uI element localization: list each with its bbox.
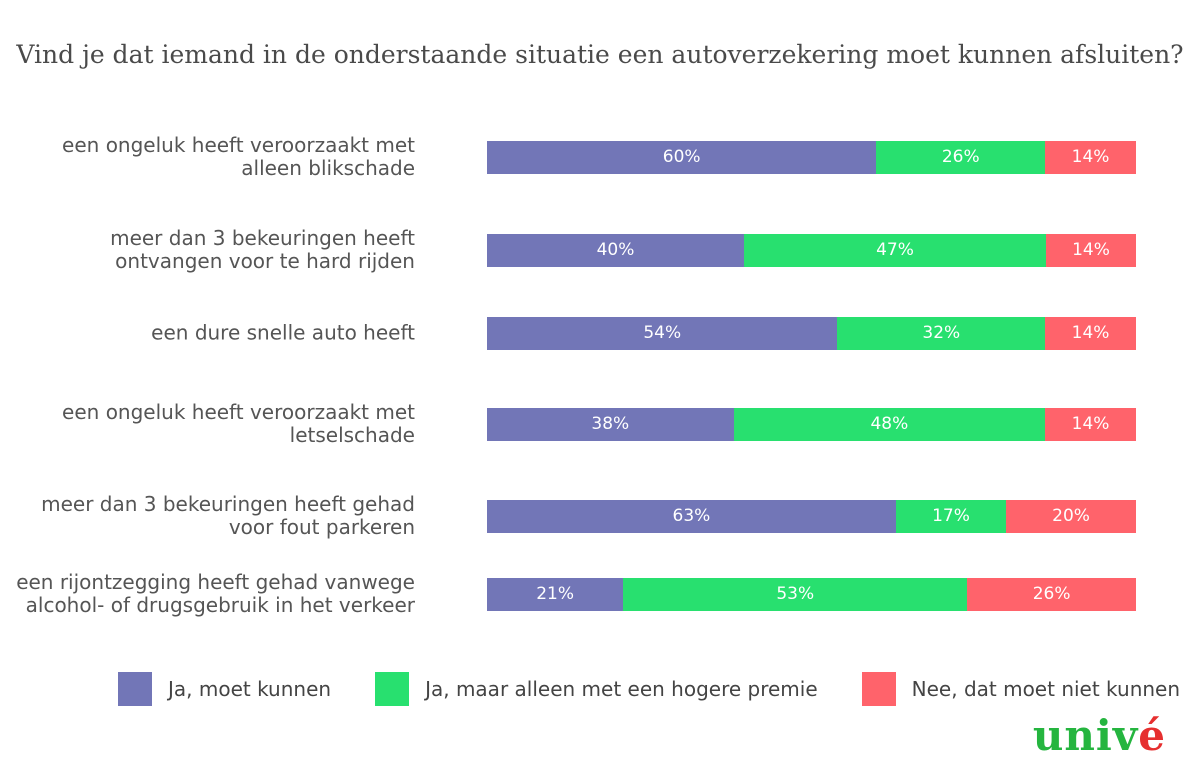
legend-item: Ja, moet kunnen (118, 672, 331, 706)
bar-segment: 14% (1046, 234, 1136, 267)
data-label: 26% (941, 146, 980, 167)
category-label: meer dan 3 bekeuringen heeft gehad voor f… (0, 493, 415, 539)
category-label: een dure snelle auto heeft (0, 320, 415, 345)
bar-segment: 54% (487, 317, 838, 350)
bar-segment: 48% (733, 408, 1046, 441)
bar-row: 63% 17% 20% (487, 500, 1136, 533)
legend-swatch (375, 672, 410, 706)
category-label-line: alcohol- of drugsgebruik in het verkeer (25, 593, 415, 617)
data-label: 14% (1071, 146, 1110, 167)
bar-segment: 40% (487, 234, 745, 267)
bar-segment: 21% (487, 578, 624, 611)
bar-segment: 53% (623, 578, 968, 611)
category-label-line: een ongeluk heeft veroorzaakt met (62, 133, 415, 157)
data-label: 38% (591, 413, 630, 434)
category-label-line: meer dan 3 bekeuringen heeft (110, 226, 415, 250)
bar-row: 54% 32% 14% (487, 317, 1136, 350)
category-label-line: alleen blikschade (241, 156, 415, 180)
data-label: 20% (1052, 505, 1090, 526)
bar-segment: 20% (1006, 500, 1136, 533)
category-label: een rijontzegging heeft gehad vanwege alc… (0, 571, 415, 617)
bar-segment: 14% (1045, 317, 1136, 350)
data-label: 40% (596, 239, 635, 260)
category-label-line: een dure snelle auto heeft (151, 320, 415, 345)
category-label-line: ontvangen voor te hard rijden (115, 249, 415, 273)
data-label: 14% (1071, 413, 1110, 434)
legend-label: Ja, moet kunnen (168, 677, 332, 701)
data-label: 14% (1071, 322, 1110, 343)
data-label: 32% (922, 322, 961, 343)
legend-item: Ja, maar alleen met een hogere premie (375, 672, 818, 706)
category-label-line: meer dan 3 bekeuringen heeft gehad (41, 492, 415, 516)
chart-title: Vind je dat iemand in de onderstaande si… (16, 40, 1184, 69)
legend-item: Nee, dat moet niet kunnen (861, 672, 1181, 706)
bar-segment: 60% (487, 141, 877, 174)
data-label: 14% (1072, 239, 1110, 260)
logo-text: univ (1032, 711, 1139, 760)
category-label-line: voor fout parkeren (228, 515, 415, 539)
bar-segment: 38% (487, 408, 734, 441)
data-label: 48% (870, 413, 909, 434)
bar-segment: 14% (1045, 408, 1136, 441)
data-label: 53% (776, 583, 815, 604)
category-label-line: een ongeluk heeft veroorzaakt met (62, 400, 415, 424)
bar-segment: 26% (967, 578, 1136, 611)
unive-logo: univé (1033, 712, 1166, 760)
legend-label: Ja, maar alleen met een hogere premie (425, 677, 818, 701)
logo-accent: é (1138, 711, 1166, 760)
data-label: 54% (643, 322, 682, 343)
legend-swatch (118, 672, 152, 706)
bar-row: 40% 47% 14% (487, 234, 1136, 267)
category-label: een ongeluk heeft veroorzaakt met letsels… (0, 401, 415, 447)
data-label: 17% (932, 505, 970, 526)
bar-segment: 32% (837, 317, 1046, 350)
category-label-line: letselschade (289, 423, 415, 447)
bar-segment: 26% (876, 141, 1046, 174)
data-label: 21% (536, 583, 575, 604)
bar-segment: 14% (1045, 141, 1136, 174)
category-label: meer dan 3 bekeuringen heeft ontvangen vo… (0, 227, 415, 273)
data-label: 60% (662, 146, 701, 167)
legend-label: Nee, dat moet niet kunnen (911, 677, 1181, 701)
bar-row: 60% 26% 14% (487, 141, 1136, 174)
bar-segment: 47% (744, 234, 1047, 267)
data-label: 63% (672, 505, 711, 526)
data-label: 47% (876, 239, 914, 260)
legend-swatch (861, 672, 896, 706)
bar-row: 38% 48% 14% (487, 408, 1136, 441)
legend: Ja, moet kunnen Ja, maar alleen met een h… (118, 672, 1200, 706)
data-label: 26% (1032, 583, 1071, 604)
category-label-line: een rijontzegging heeft gehad vanwege (16, 570, 415, 594)
bar-row: 21% 53% 26% (487, 578, 1136, 611)
category-label: een ongeluk heeft veroorzaakt met alleen … (0, 134, 415, 180)
bar-segment: 17% (895, 500, 1007, 533)
bar-segment: 63% (487, 500, 896, 533)
